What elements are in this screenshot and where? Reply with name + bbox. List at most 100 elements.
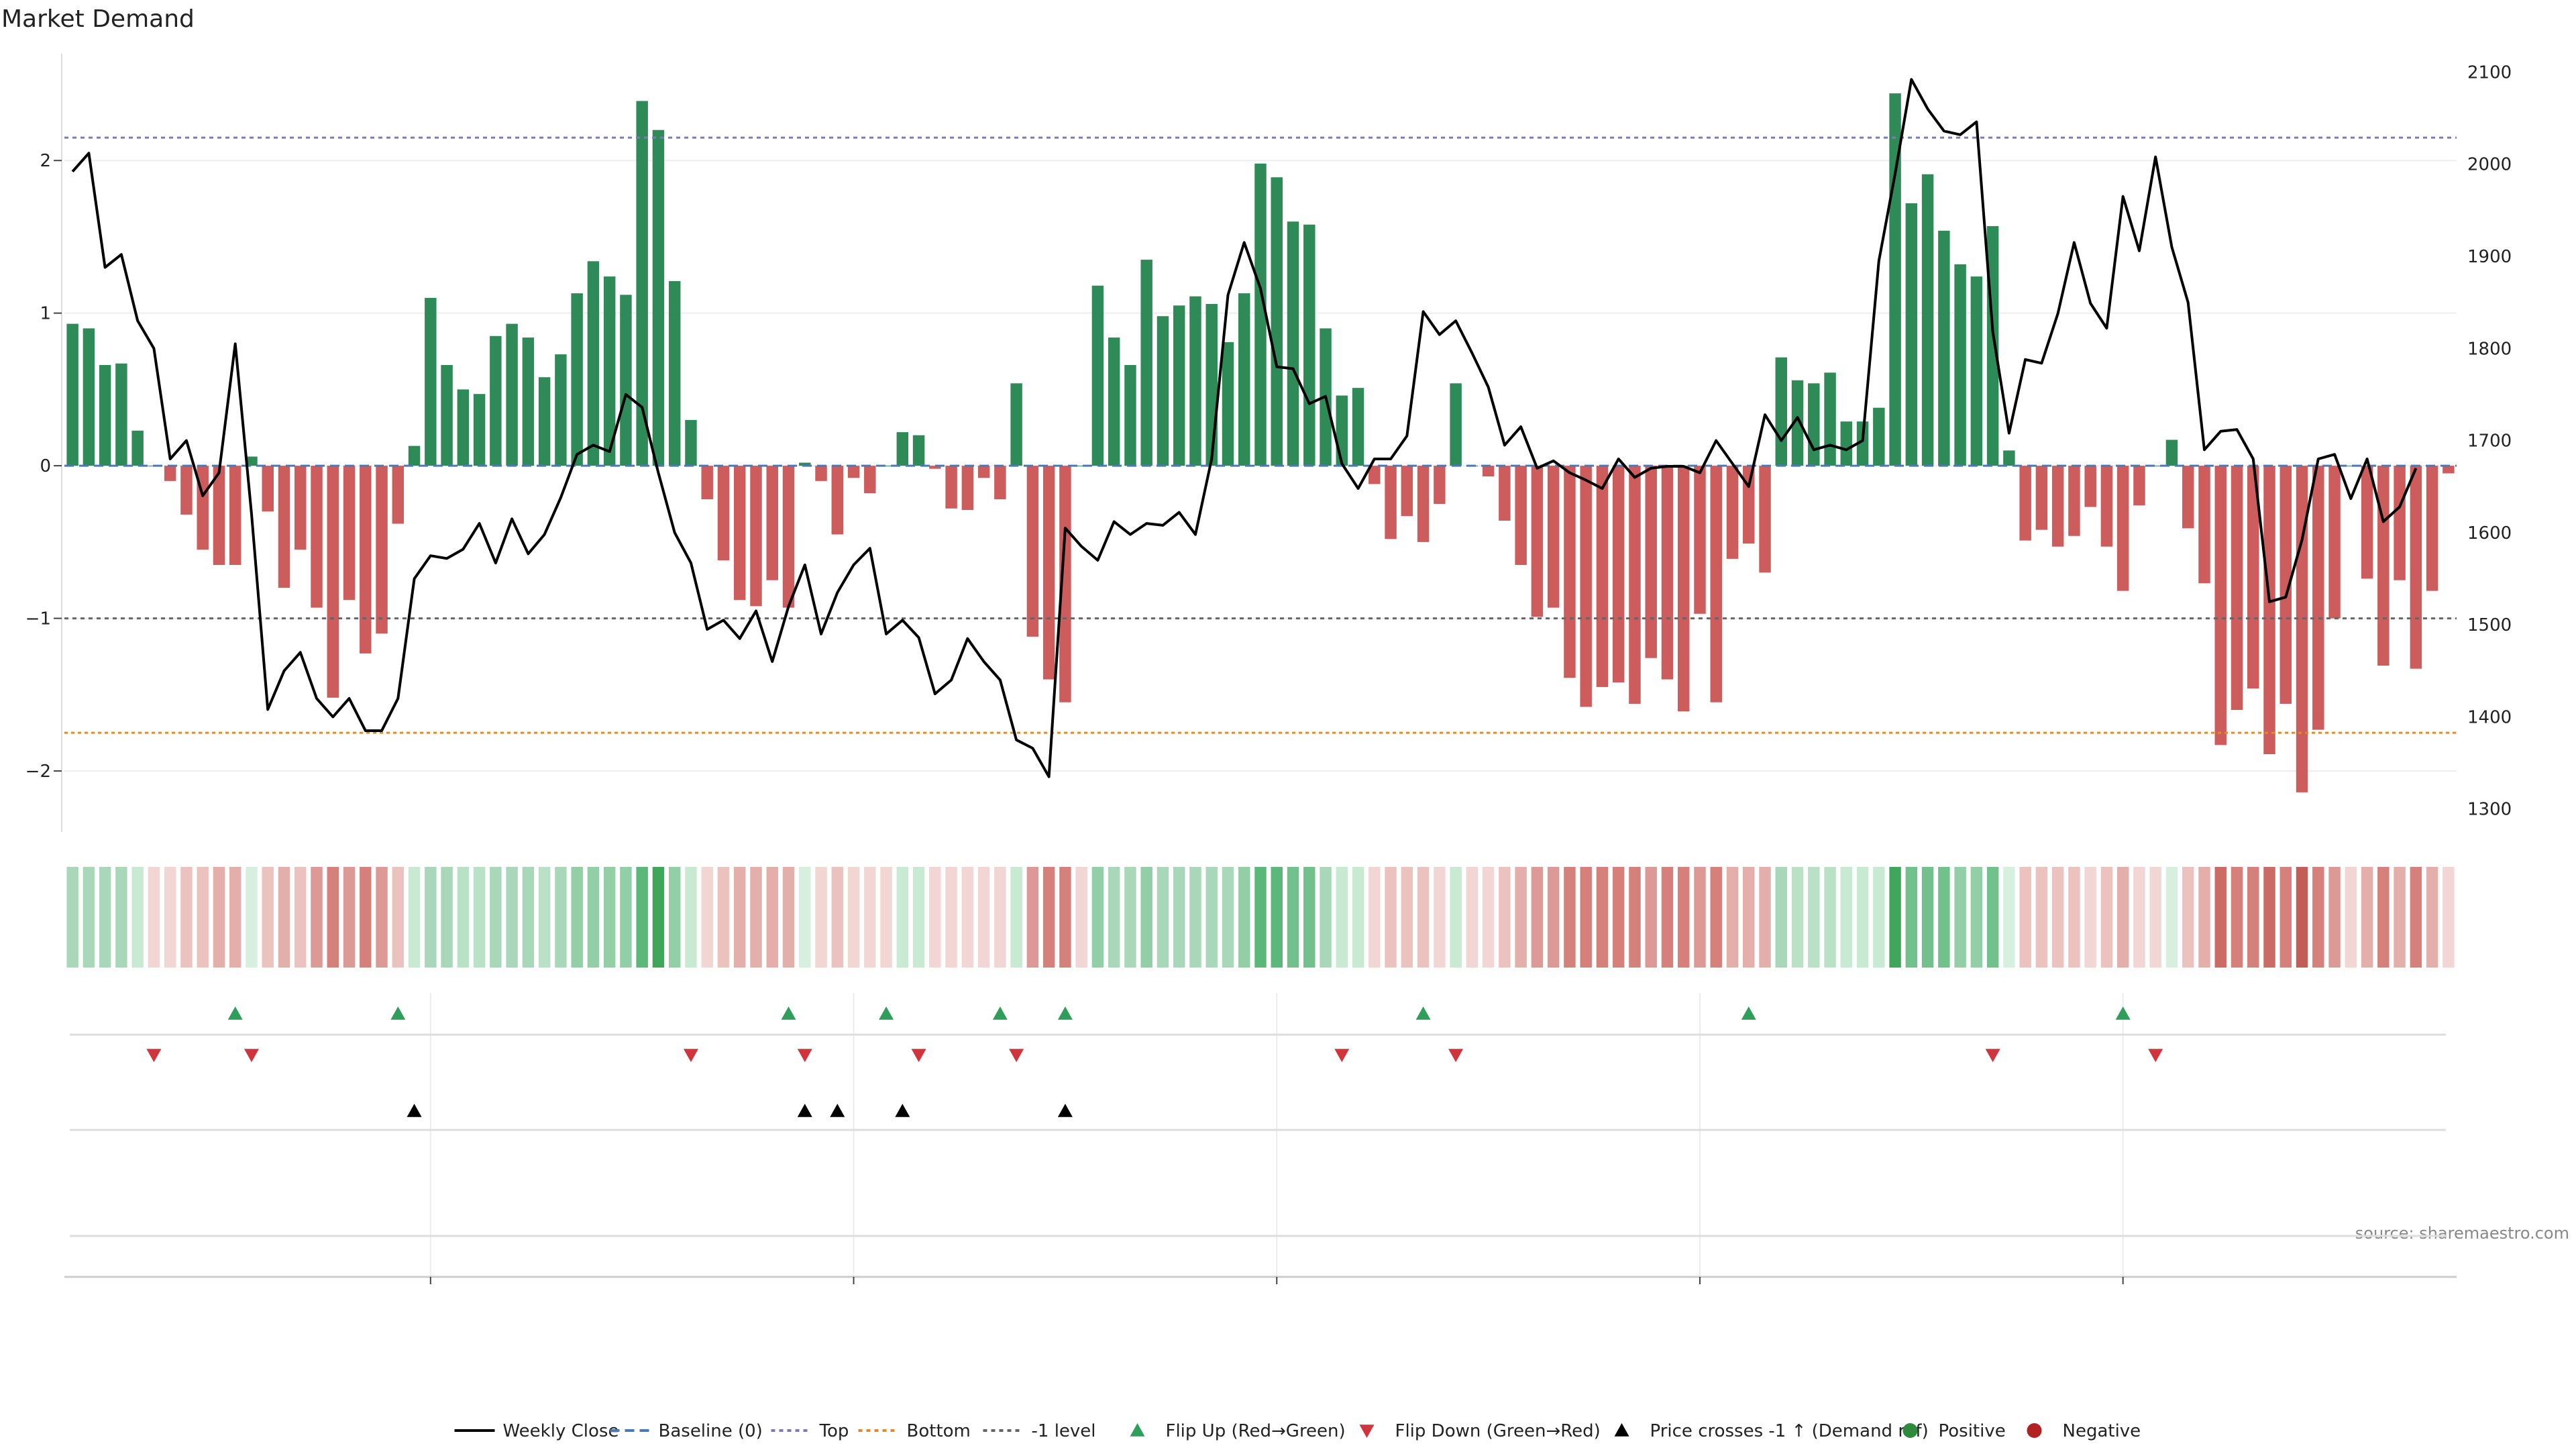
demand-bar: [2394, 466, 2406, 580]
demand-bar: [685, 419, 697, 466]
demand-bar: [262, 466, 274, 512]
legend-label: Flip Up (Red→Green): [1166, 1421, 1346, 1441]
flip-up-marker: [1741, 1006, 1756, 1020]
color-band-cell: [1385, 867, 1397, 968]
legend-item: Flip Down (Green→Red): [1359, 1421, 1601, 1441]
flip-up-marker: [781, 1006, 796, 1020]
demand-bar: [1482, 466, 1495, 477]
demand-bar: [490, 335, 502, 466]
color-band-cell: [2263, 867, 2275, 968]
color-band-cell: [131, 867, 144, 968]
demand-bar: [1921, 174, 1934, 466]
color-band-cell: [782, 867, 795, 968]
legend-item: Top: [771, 1421, 849, 1441]
demand-bar: [1499, 466, 1511, 521]
demand-bar: [473, 394, 486, 466]
demand-bar: [1417, 466, 1430, 542]
color-band-cell: [1629, 867, 1641, 968]
color-band-cell: [376, 867, 388, 968]
demand-bar: [131, 430, 144, 466]
color-band-cell: [180, 867, 193, 968]
demand-bar: [1091, 285, 1104, 466]
color-band-cell: [1873, 867, 1885, 968]
color-band-cell: [506, 867, 518, 968]
color-band-cell: [1726, 867, 1739, 968]
demand-tick-label: 1: [40, 304, 51, 324]
demand-bar: [2068, 466, 2080, 536]
color-band-cell: [262, 867, 274, 968]
color-band-cell: [1710, 867, 1722, 968]
color-band-cell: [571, 867, 583, 968]
color-band-cell: [912, 867, 925, 968]
color-band-cell: [2100, 867, 2113, 968]
source-credit: source: sharemaestro.com: [2355, 1224, 2569, 1243]
flip-down-marker: [2148, 1049, 2163, 1062]
price-tick-label: 1500: [2467, 615, 2512, 635]
demand-bar: [2100, 466, 2113, 547]
legend-item: Weekly Close: [454, 1421, 619, 1441]
color-band-cell: [2084, 867, 2096, 968]
demand-bar: [1954, 264, 1966, 466]
demand-bar: [2035, 466, 2048, 530]
flip-up-marker: [227, 1006, 243, 1020]
demand-bar: [1010, 383, 1022, 466]
color-band-cell: [1547, 867, 1560, 968]
demand-bar: [2084, 466, 2096, 507]
legend-item: Bottom: [858, 1421, 971, 1441]
demand-bar: [2443, 466, 2455, 474]
demand-bar: [847, 466, 860, 478]
legend-label: Baseline (0): [659, 1421, 763, 1441]
demand-bar: [1580, 466, 1592, 707]
demand-bar: [1726, 466, 1739, 559]
color-band-cell: [1856, 867, 1869, 968]
demand-bar: [2019, 466, 2031, 541]
demand-bar: [1287, 221, 1299, 466]
demand-bar: [717, 466, 730, 561]
price-tick-label: 2000: [2467, 155, 2512, 175]
color-band-cell: [164, 867, 176, 968]
price-cross-marker: [830, 1104, 845, 1117]
color-band-cell: [311, 867, 323, 968]
demand-bar: [425, 297, 437, 466]
demand-bar: [2182, 466, 2194, 529]
demand-bar: [782, 466, 795, 608]
color-band-cell: [685, 867, 697, 968]
color-band-cell: [1564, 867, 1576, 968]
demand-tick-label: −1: [25, 609, 51, 629]
color-band-cell: [831, 867, 844, 968]
legend-marker: [2027, 1423, 2042, 1438]
color-band-cell: [668, 867, 681, 968]
color-band-cell: [392, 867, 405, 968]
demand-bar: [2377, 466, 2390, 666]
demand-bar: [1205, 304, 1218, 466]
demand-bar: [1873, 407, 1885, 466]
flip-up-marker: [390, 1006, 406, 1020]
color-band-cell: [115, 867, 127, 968]
legend-item: Price crosses -1 ↑ (Demand ref): [1614, 1421, 1929, 1441]
flip-up-marker: [992, 1006, 1008, 1020]
legend-label: Top: [819, 1421, 849, 1441]
demand-bar: [1791, 380, 1804, 466]
color-band-cell: [1254, 867, 1267, 968]
flip-up-marker: [1415, 1006, 1431, 1020]
color-band-cell: [1026, 867, 1039, 968]
color-band-cell: [2345, 867, 2357, 968]
color-band-cell: [1612, 867, 1625, 968]
color-band-cell: [1336, 867, 1348, 968]
color-band-cell: [2035, 867, 2048, 968]
color-band-cell: [99, 867, 111, 968]
demand-tick-label: −2: [25, 762, 51, 782]
demand-bar: [1189, 296, 1201, 466]
color-band-cell: [2116, 867, 2129, 968]
flip-down-marker: [1009, 1049, 1024, 1062]
color-band-cell: [945, 867, 957, 968]
demand-bar: [376, 466, 388, 634]
demand-bar: [1140, 260, 1152, 466]
weekly-close-line: [71, 78, 2418, 778]
color-band-cell: [1921, 867, 1934, 968]
color-band-cell: [555, 867, 567, 968]
color-band-cell: [929, 867, 941, 968]
color-band-cell: [896, 867, 909, 968]
color-band-cell: [2296, 867, 2308, 968]
legend-marker: [1614, 1423, 1629, 1437]
